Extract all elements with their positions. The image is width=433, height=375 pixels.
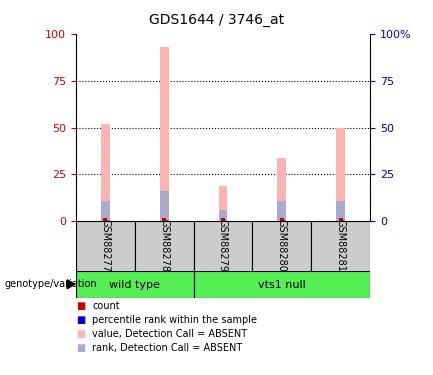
Text: ■: ■ xyxy=(76,329,85,339)
Bar xyxy=(219,210,227,221)
Bar xyxy=(278,201,286,221)
Text: percentile rank within the sample: percentile rank within the sample xyxy=(92,315,257,325)
Bar xyxy=(194,271,370,298)
Bar xyxy=(339,218,343,221)
Text: genotype/variation: genotype/variation xyxy=(4,279,97,289)
Text: GDS1644 / 3746_at: GDS1644 / 3746_at xyxy=(149,13,284,27)
Bar xyxy=(311,221,370,272)
Bar xyxy=(76,271,194,298)
Bar xyxy=(336,201,345,221)
Text: rank, Detection Call = ABSENT: rank, Detection Call = ABSENT xyxy=(92,344,242,353)
Bar xyxy=(219,186,227,221)
Bar xyxy=(160,191,168,221)
Bar xyxy=(221,218,225,221)
Bar xyxy=(278,158,286,221)
Bar xyxy=(76,221,135,272)
Text: GSM88281: GSM88281 xyxy=(336,219,346,272)
Text: ■: ■ xyxy=(76,301,85,310)
Bar xyxy=(162,218,166,221)
Text: value, Detection Call = ABSENT: value, Detection Call = ABSENT xyxy=(92,329,247,339)
Text: vts1 null: vts1 null xyxy=(258,280,306,290)
Bar xyxy=(135,221,194,272)
Bar xyxy=(336,128,345,221)
Text: ■: ■ xyxy=(76,315,85,325)
Text: GSM88277: GSM88277 xyxy=(100,219,110,272)
Bar xyxy=(194,221,252,272)
Text: wild type: wild type xyxy=(109,280,160,290)
Bar xyxy=(101,124,110,221)
Text: GSM88278: GSM88278 xyxy=(159,219,169,272)
Text: GSM88279: GSM88279 xyxy=(218,219,228,272)
Text: count: count xyxy=(92,301,120,310)
Bar xyxy=(280,218,284,221)
Bar xyxy=(160,47,168,221)
Text: ■: ■ xyxy=(76,344,85,353)
Text: GSM88280: GSM88280 xyxy=(277,219,287,272)
Bar xyxy=(103,218,107,221)
Bar xyxy=(252,221,311,272)
Bar xyxy=(101,201,110,221)
